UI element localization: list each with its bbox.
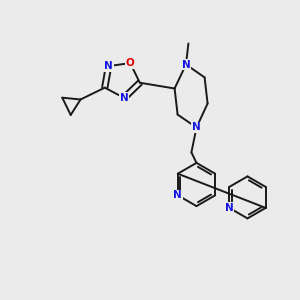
Text: N: N [120,93,128,103]
Text: O: O [126,58,135,68]
Text: N: N [225,203,234,213]
Text: N: N [173,190,182,200]
Text: N: N [192,122,201,133]
Text: N: N [104,61,113,71]
Text: N: N [182,59,190,70]
